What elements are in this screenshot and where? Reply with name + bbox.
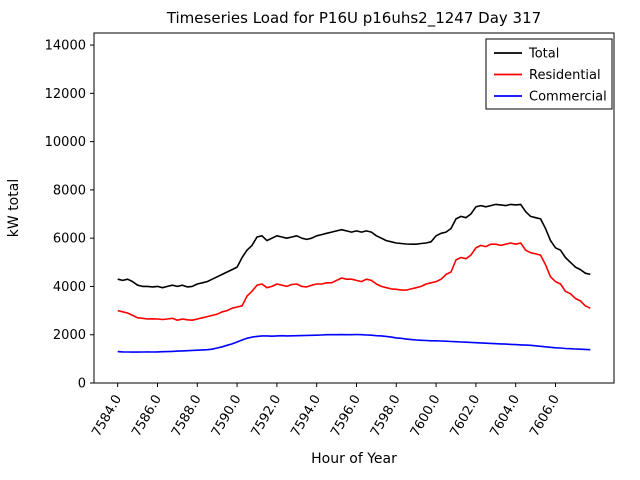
y-axis-label: kW total (6, 179, 22, 237)
x-tick-label: 7592.0 (249, 393, 285, 440)
y-tick-label: 6000 (53, 232, 86, 247)
y-tick-label: 0 (78, 377, 86, 392)
x-tick-label: 7588.0 (169, 393, 205, 440)
x-tick-label: 7594.0 (288, 393, 324, 440)
chart-title: Timeseries Load for P16U p16uhs2_1247 Da… (166, 9, 541, 28)
x-tick-label: 7598.0 (368, 393, 404, 440)
x-tick-label: 7600.0 (408, 393, 444, 440)
y-tick-label: 2000 (53, 328, 86, 343)
x-tick-label: 7606.0 (527, 393, 563, 440)
x-axis-label: Hour of Year (311, 451, 397, 467)
x-tick-label: 7584.0 (89, 393, 125, 440)
y-tick-label: 12000 (45, 87, 86, 102)
x-tick-label: 7602.0 (448, 393, 484, 440)
series-line-residential (117, 242, 591, 322)
x-tick-label: 7596.0 (328, 393, 364, 440)
y-tick-label: 10000 (45, 135, 86, 150)
y-tick-label: 14000 (45, 39, 86, 54)
x-tick-label: 7590.0 (209, 393, 245, 440)
axes-frame (93, 32, 615, 384)
series-line-commercial (117, 333, 591, 353)
y-tick-label: 4000 (53, 280, 86, 295)
y-tick-label: 8000 (53, 183, 86, 198)
legend-label-residential: Residential (529, 68, 601, 83)
x-tick-label: 7586.0 (129, 393, 165, 440)
legend-label-total: Total (528, 47, 559, 62)
x-tick-label: 7604.0 (487, 393, 523, 440)
legend-label-commercial: Commercial (529, 90, 607, 105)
series-line-total (117, 203, 591, 289)
